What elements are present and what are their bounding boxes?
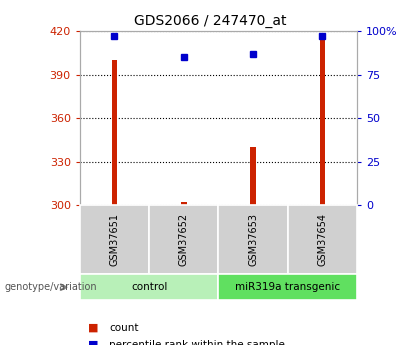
Bar [112,60,117,205]
Bar [218,274,357,300]
Text: GSM37653: GSM37653 [248,213,258,266]
Text: GSM37654: GSM37654 [318,213,327,266]
Text: ■: ■ [88,323,99,333]
Bar [80,205,149,274]
Bar [218,205,288,274]
Text: miR319a transgenic: miR319a transgenic [235,282,340,292]
Bar [250,147,256,205]
Text: GSM37651: GSM37651 [110,213,119,266]
Bar [181,203,186,205]
Text: count: count [109,323,139,333]
Text: genotype/variation: genotype/variation [4,282,97,292]
Text: percentile rank within the sample: percentile rank within the sample [109,340,285,345]
Bar [320,38,325,205]
Bar [80,274,218,300]
Text: GSM37652: GSM37652 [179,213,189,266]
Text: GDS2066 / 247470_at: GDS2066 / 247470_at [134,14,286,28]
Bar [149,205,218,274]
Text: ■: ■ [88,340,99,345]
Text: control: control [131,282,167,292]
Bar [288,205,357,274]
